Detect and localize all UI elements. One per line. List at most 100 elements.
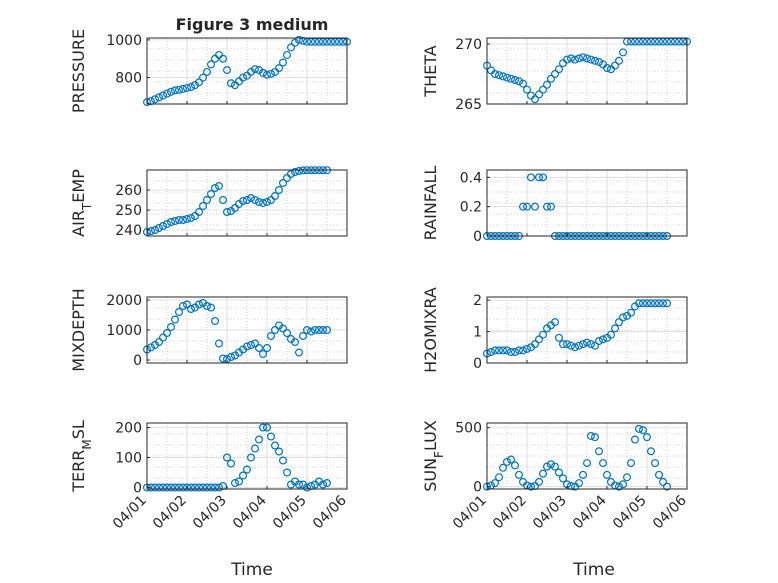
data-point	[646, 299, 655, 308]
data-point	[251, 65, 260, 74]
data-point	[530, 202, 539, 211]
data-point	[514, 346, 523, 355]
data-point	[630, 435, 639, 444]
data-point	[638, 299, 647, 308]
data-point	[299, 332, 308, 341]
data-point	[638, 426, 647, 435]
y-tick-label: 200	[115, 421, 142, 437]
axes-box	[146, 422, 348, 490]
data-point	[550, 69, 559, 78]
data-point	[151, 95, 160, 104]
data-point	[554, 65, 563, 74]
data-point	[658, 299, 667, 308]
data-point	[507, 455, 516, 464]
data-point	[263, 344, 272, 353]
data-point	[491, 346, 500, 355]
data-point	[239, 197, 248, 206]
data-point	[291, 338, 300, 347]
subplot-pressure: 800 1000 PRESSURE	[69, 29, 352, 113]
data-point	[503, 73, 512, 82]
data-point	[283, 329, 292, 338]
data-point	[522, 85, 531, 94]
data-point	[283, 468, 292, 477]
data-point	[267, 196, 276, 205]
data-point	[594, 57, 603, 66]
x-tick-label: 04/03	[190, 493, 230, 533]
data-point	[303, 483, 312, 492]
data-point	[179, 84, 188, 93]
data-point	[662, 299, 671, 308]
data-point	[295, 35, 304, 44]
data-point	[554, 333, 563, 342]
data-point	[598, 335, 607, 344]
data-point	[263, 198, 272, 207]
data-point	[654, 470, 663, 479]
data-point	[275, 64, 284, 73]
data-point	[511, 348, 520, 357]
data-point	[211, 483, 220, 492]
data-point	[203, 67, 212, 76]
x-tick-label: 04/01	[450, 493, 490, 533]
data-point	[538, 469, 547, 478]
data-point	[534, 335, 543, 344]
data-point	[574, 341, 583, 350]
data-point	[207, 303, 216, 312]
x-axis-label-left: Time	[230, 560, 273, 580]
data-point	[499, 72, 508, 81]
data-point	[231, 204, 240, 213]
data-point	[255, 435, 264, 444]
axes-box	[486, 37, 688, 105]
data-point	[279, 324, 288, 333]
data-point	[594, 337, 603, 346]
data-point	[287, 170, 296, 179]
data-point	[183, 215, 192, 224]
data-point	[167, 323, 176, 332]
y-tick-label: 260	[115, 183, 142, 199]
data-point	[291, 168, 300, 177]
data-point	[251, 339, 260, 348]
data-point	[295, 167, 304, 176]
data-point	[622, 473, 631, 482]
data-point	[247, 341, 256, 350]
data-point	[307, 327, 316, 336]
data-point	[662, 482, 671, 491]
data-point	[267, 69, 276, 78]
data-point	[187, 214, 196, 223]
data-point	[171, 217, 180, 226]
y-axis-label: PRESSURE	[69, 29, 88, 113]
data-point	[518, 79, 527, 88]
data-point	[542, 80, 551, 89]
axes-box	[486, 296, 688, 364]
data-point	[530, 340, 539, 349]
data-point	[151, 226, 160, 235]
data-point	[650, 299, 659, 308]
data-point	[171, 86, 180, 95]
data-point	[243, 196, 252, 205]
y-tick-label: 240	[115, 223, 142, 239]
data-point	[570, 343, 579, 352]
data-point	[179, 302, 188, 311]
data-point	[614, 482, 623, 491]
subplot-air-temp: 240 250 260 AIRTEMP	[69, 166, 348, 239]
data-point	[538, 173, 547, 182]
data-point	[195, 78, 204, 87]
data-point	[582, 459, 591, 468]
data-point	[546, 74, 555, 83]
data-point	[159, 222, 168, 231]
data-point	[187, 483, 196, 492]
axes-box	[486, 422, 688, 490]
y-tick-label: 1000	[106, 33, 142, 49]
data-point	[255, 344, 264, 353]
data-point	[514, 470, 523, 479]
data-point	[155, 338, 164, 347]
data-point	[538, 85, 547, 94]
data-point	[167, 218, 176, 227]
data-point	[215, 182, 224, 191]
y-tick-label: 1000	[106, 323, 142, 339]
data-point	[171, 483, 180, 492]
data-point	[534, 477, 543, 486]
data-point	[495, 346, 504, 355]
data-point	[578, 53, 587, 62]
data-point	[259, 68, 268, 77]
data-point	[175, 483, 184, 492]
